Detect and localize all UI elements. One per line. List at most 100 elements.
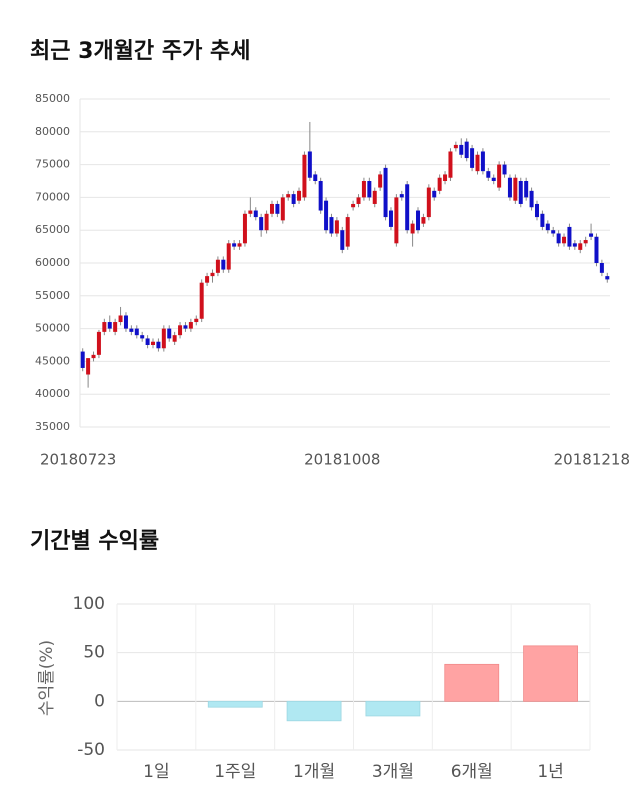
candle-body [145, 338, 150, 345]
bar [444, 663, 500, 702]
candle-body [502, 164, 507, 175]
candle-body [248, 210, 253, 214]
candle-body [232, 243, 237, 247]
candle-body [313, 174, 318, 181]
candle-body [334, 220, 339, 234]
candle-body [183, 325, 188, 329]
candle-body [480, 151, 485, 172]
y-tick-label: 50000 [35, 322, 70, 335]
candle-body [605, 276, 610, 280]
x-tick-label: 1주일 [214, 762, 256, 782]
candle-body [453, 144, 458, 149]
candle-body [534, 203, 539, 218]
y-tick-label: 65000 [35, 223, 70, 236]
candle-body [459, 144, 464, 155]
candle-body [123, 315, 128, 329]
candle-body [96, 331, 101, 355]
y-tick-label: 0 [94, 691, 105, 711]
y-tick-label: 70000 [35, 190, 70, 203]
candle-body [351, 203, 356, 208]
candle-body [507, 177, 512, 198]
candle-body [286, 194, 291, 198]
candle-body [421, 217, 426, 224]
candle-body [134, 328, 139, 336]
candle-body [589, 233, 594, 237]
y-tick-label: 35000 [35, 420, 70, 433]
candle-body [497, 164, 502, 188]
candle-body [102, 322, 107, 332]
candle-body [340, 230, 345, 250]
candle-body [378, 174, 383, 188]
candle-body [599, 263, 604, 273]
x-tick-label: 20181008 [304, 451, 380, 469]
chart-title: 최근 3개월간 주가 추세 [30, 39, 250, 64]
candle-body [486, 171, 491, 178]
candle-body [205, 276, 210, 283]
candle-body [318, 181, 323, 211]
candle-body [297, 190, 302, 201]
candle-body [470, 148, 475, 168]
candle-body [307, 151, 312, 178]
candle-body [464, 141, 469, 159]
candle-body [367, 181, 372, 198]
candle-body [80, 351, 85, 368]
candle-body [215, 259, 220, 273]
candle-body [416, 210, 421, 231]
candle-body [578, 243, 583, 250]
candle-body [188, 322, 193, 329]
y-tick-label: 100 [73, 594, 105, 614]
y-tick-label: 45000 [35, 354, 70, 367]
candle-body [394, 197, 399, 244]
candle-body [356, 197, 361, 204]
candle-body [383, 167, 388, 218]
candle-body [583, 240, 588, 244]
candle-body [264, 213, 269, 231]
candle-body [280, 197, 285, 221]
y-tick-label: 55000 [35, 289, 70, 302]
candle-body [405, 184, 410, 231]
candle-body [475, 154, 480, 172]
candle-body [91, 354, 96, 359]
x-tick-label: 1일 [143, 762, 169, 782]
x-tick-label: 1년 [537, 762, 563, 782]
candle-body [194, 318, 199, 323]
x-tick-label: 20180723 [40, 451, 116, 469]
bar [286, 700, 342, 722]
bar [207, 700, 263, 708]
y-tick-label: 50 [83, 643, 105, 663]
candle-body [426, 187, 431, 218]
candle-body [107, 322, 112, 329]
candle-body [324, 200, 329, 231]
candle-body [156, 341, 161, 349]
candle-body [86, 358, 91, 375]
candle-body [259, 217, 264, 231]
candle-body [551, 230, 556, 234]
candle-body [491, 177, 496, 181]
chart-title: 기간별 수익률 [30, 529, 159, 554]
candle-body [345, 217, 350, 247]
y-axis-label: 수익률(%) [37, 640, 57, 716]
candle-body [437, 177, 442, 191]
x-tick-label: 3개월 [372, 762, 414, 782]
candle-body [253, 210, 258, 218]
candle-body [443, 174, 448, 181]
candle-body [432, 190, 437, 198]
candle-body [210, 272, 215, 277]
candle-body [388, 210, 393, 227]
candle-body [129, 328, 134, 332]
candle-body [410, 223, 415, 234]
candle-body [518, 181, 523, 204]
candle-body [529, 190, 534, 208]
candle-body [524, 181, 529, 198]
candle-body [513, 177, 518, 201]
candle-body [302, 154, 307, 198]
y-tick-label: 75000 [35, 158, 70, 171]
candle-body [291, 194, 296, 204]
candle-body [361, 181, 366, 198]
candle-body [140, 335, 145, 339]
candle-body [199, 282, 204, 319]
candle-body [594, 236, 599, 263]
candle-body [221, 259, 226, 270]
y-tick-label: 40000 [35, 387, 70, 400]
